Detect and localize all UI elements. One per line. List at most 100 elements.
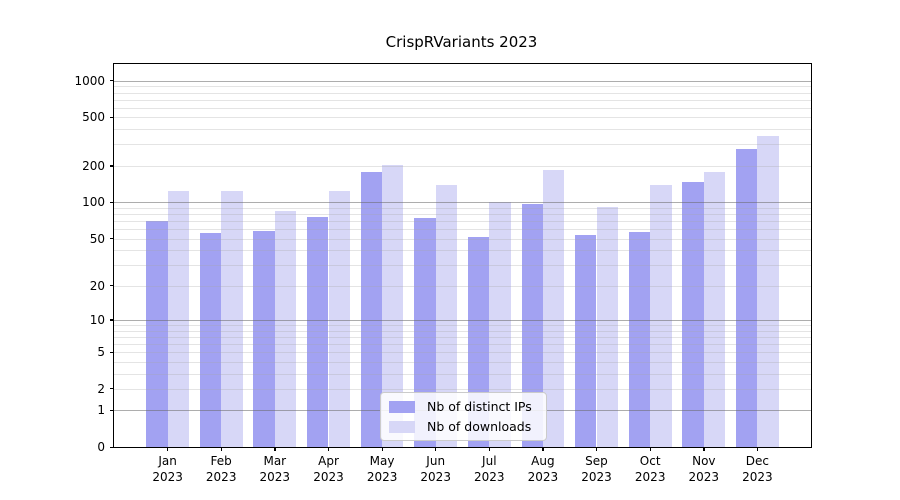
- gridline-minor-500: [114, 117, 811, 119]
- gridline-minor-300: [114, 144, 811, 146]
- gridline-minor-900: [114, 86, 811, 88]
- gridline-minor-6: [114, 343, 811, 345]
- x-tick-label: Sep 2023: [581, 454, 612, 484]
- bar-nb-of-distinct-ips-jan-2023: [146, 221, 168, 447]
- y-tick-mark: [110, 409, 114, 411]
- x-tick-label: May 2023: [366, 454, 398, 484]
- bar-nb-of-downloads-jul-2023: [489, 201, 511, 447]
- x-tick-label: Aug 2023: [527, 454, 559, 484]
- x-tick-label: Nov 2023: [688, 454, 720, 484]
- x-tick-label: Dec 2023: [742, 454, 773, 484]
- legend-row-distinct-ips: Nb of distinct IPs: [389, 399, 538, 414]
- gridline-minor-7: [114, 336, 811, 338]
- gridline-major-10: [114, 319, 811, 321]
- gridline-minor-20: [114, 285, 811, 287]
- x-tick-mark: [596, 447, 598, 451]
- plot-area: 0 1 2 5 10 20 50 100 200 500 1000 Jan 2023 Feb 2023 Ma…: [74, 63, 812, 484]
- y-tick-label: 1000: [74, 73, 105, 88]
- bar-nb-of-distinct-ips-apr-2023: [307, 217, 329, 447]
- x-tick-mark: [703, 447, 705, 451]
- legend-label-distinct-ips: Nb of distinct IPs: [427, 399, 532, 414]
- y-tick-mark: [110, 446, 114, 448]
- x-tick-label: Jul 2023: [474, 454, 505, 484]
- y-tick-mark: [110, 388, 114, 390]
- gridline-minor-80: [114, 214, 811, 215]
- bar-nb-of-downloads-jan-2023: [167, 190, 189, 447]
- bar-nb-of-distinct-ips-aug-2023: [521, 203, 543, 447]
- y-tick-mark: [110, 319, 114, 321]
- gridline-minor-8: [114, 330, 811, 332]
- gridline-major-100: [114, 202, 811, 204]
- x-tick-label: Apr 2023: [313, 454, 344, 484]
- bar-nb-of-downloads-may-2023: [382, 164, 404, 447]
- y-tick-mark: [110, 80, 114, 82]
- gridline-minor-40: [114, 250, 811, 252]
- gridline-minor-90: [114, 207, 811, 209]
- bar-nb-of-distinct-ips-oct-2023: [628, 231, 651, 447]
- x-tick-mark: [435, 447, 437, 451]
- bar-nb-of-downloads-aug-2023: [542, 169, 565, 447]
- x-tick-label: Oct 2023: [634, 454, 666, 484]
- downloads-swatch: [389, 420, 415, 433]
- x-tick-mark: [167, 447, 169, 451]
- x-tick-mark: [220, 447, 222, 451]
- legend: Nb of distinct IPs Nb of downloads: [380, 392, 547, 441]
- bar-nb-of-downloads-feb-2023: [221, 190, 243, 447]
- gridline-minor-70: [114, 221, 811, 222]
- bar-nb-of-distinct-ips-mar-2023: [253, 230, 275, 447]
- x-tick-mark: [274, 447, 276, 451]
- gridline-minor-30: [114, 264, 811, 266]
- y-tick-label: 2: [97, 381, 105, 396]
- y-tick-mark: [110, 285, 114, 287]
- bar-nb-of-distinct-ips-sep-2023: [575, 234, 597, 447]
- gridline-minor-2: [114, 388, 811, 390]
- distinct-ips-swatch: [389, 400, 415, 413]
- x-tick-mark: [649, 447, 651, 451]
- bar-nb-of-downloads-dec-2023: [757, 135, 779, 447]
- x-tick-label: Mar 2023: [259, 454, 291, 484]
- bar-nb-of-downloads-nov-2023: [703, 171, 726, 447]
- bar-nb-of-downloads-jun-2023: [435, 184, 458, 447]
- y-tick-mark: [110, 238, 114, 240]
- gridline-major-1000: [114, 80, 811, 82]
- x-tick-mark: [756, 447, 759, 451]
- gridline-minor-5: [114, 352, 811, 353]
- bar-nb-of-downloads-apr-2023: [328, 191, 350, 447]
- legend-row-downloads: Nb of downloads: [389, 419, 538, 434]
- gridline-minor-4: [114, 361, 811, 363]
- chart-title: CrispRVariants 2023: [385, 33, 538, 51]
- x-tick-label: Feb 2023: [205, 454, 237, 484]
- y-tick-label: 5: [97, 345, 105, 359]
- gridline-minor-9: [114, 324, 811, 326]
- y-tick-label: 500: [82, 110, 105, 125]
- gridline-minor-600: [114, 107, 811, 109]
- y-tick-label: 0: [97, 440, 105, 454]
- gridline-minor-400: [114, 129, 811, 131]
- gridline-minor-60: [114, 229, 811, 230]
- gridline-minor-700: [114, 99, 811, 101]
- x-tick-mark: [542, 447, 544, 451]
- x-tick-mark: [488, 447, 491, 451]
- x-tick-label: Jan 2023: [152, 454, 183, 484]
- y-tick-mark: [110, 116, 114, 119]
- gridline-minor-50: [114, 238, 811, 240]
- gridline-minor-200: [114, 165, 811, 167]
- bar-nb-of-distinct-ips-dec-2023: [735, 148, 758, 447]
- x-tick-mark: [381, 447, 383, 451]
- y-tick-mark: [110, 351, 114, 353]
- y-tick-label: 200: [82, 158, 105, 173]
- x-tick-label: Jun 2023: [420, 454, 451, 484]
- bar-nb-of-distinct-ips-nov-2023: [682, 182, 704, 447]
- x-tick-mark: [328, 447, 330, 451]
- y-tick-label: 20: [89, 278, 105, 293]
- legend-label-downloads: Nb of downloads: [427, 419, 532, 434]
- y-tick-label: 10: [89, 312, 105, 327]
- y-tick-label: 1: [97, 403, 105, 418]
- bar-nb-of-downloads-sep-2023: [596, 206, 618, 447]
- y-tick-mark: [110, 201, 114, 204]
- bar-nb-of-downloads-mar-2023: [274, 211, 297, 447]
- bar-nb-of-distinct-ips-jun-2023: [414, 218, 436, 447]
- bar-nb-of-distinct-ips-feb-2023: [199, 232, 222, 447]
- bar-nb-of-distinct-ips-may-2023: [360, 172, 382, 447]
